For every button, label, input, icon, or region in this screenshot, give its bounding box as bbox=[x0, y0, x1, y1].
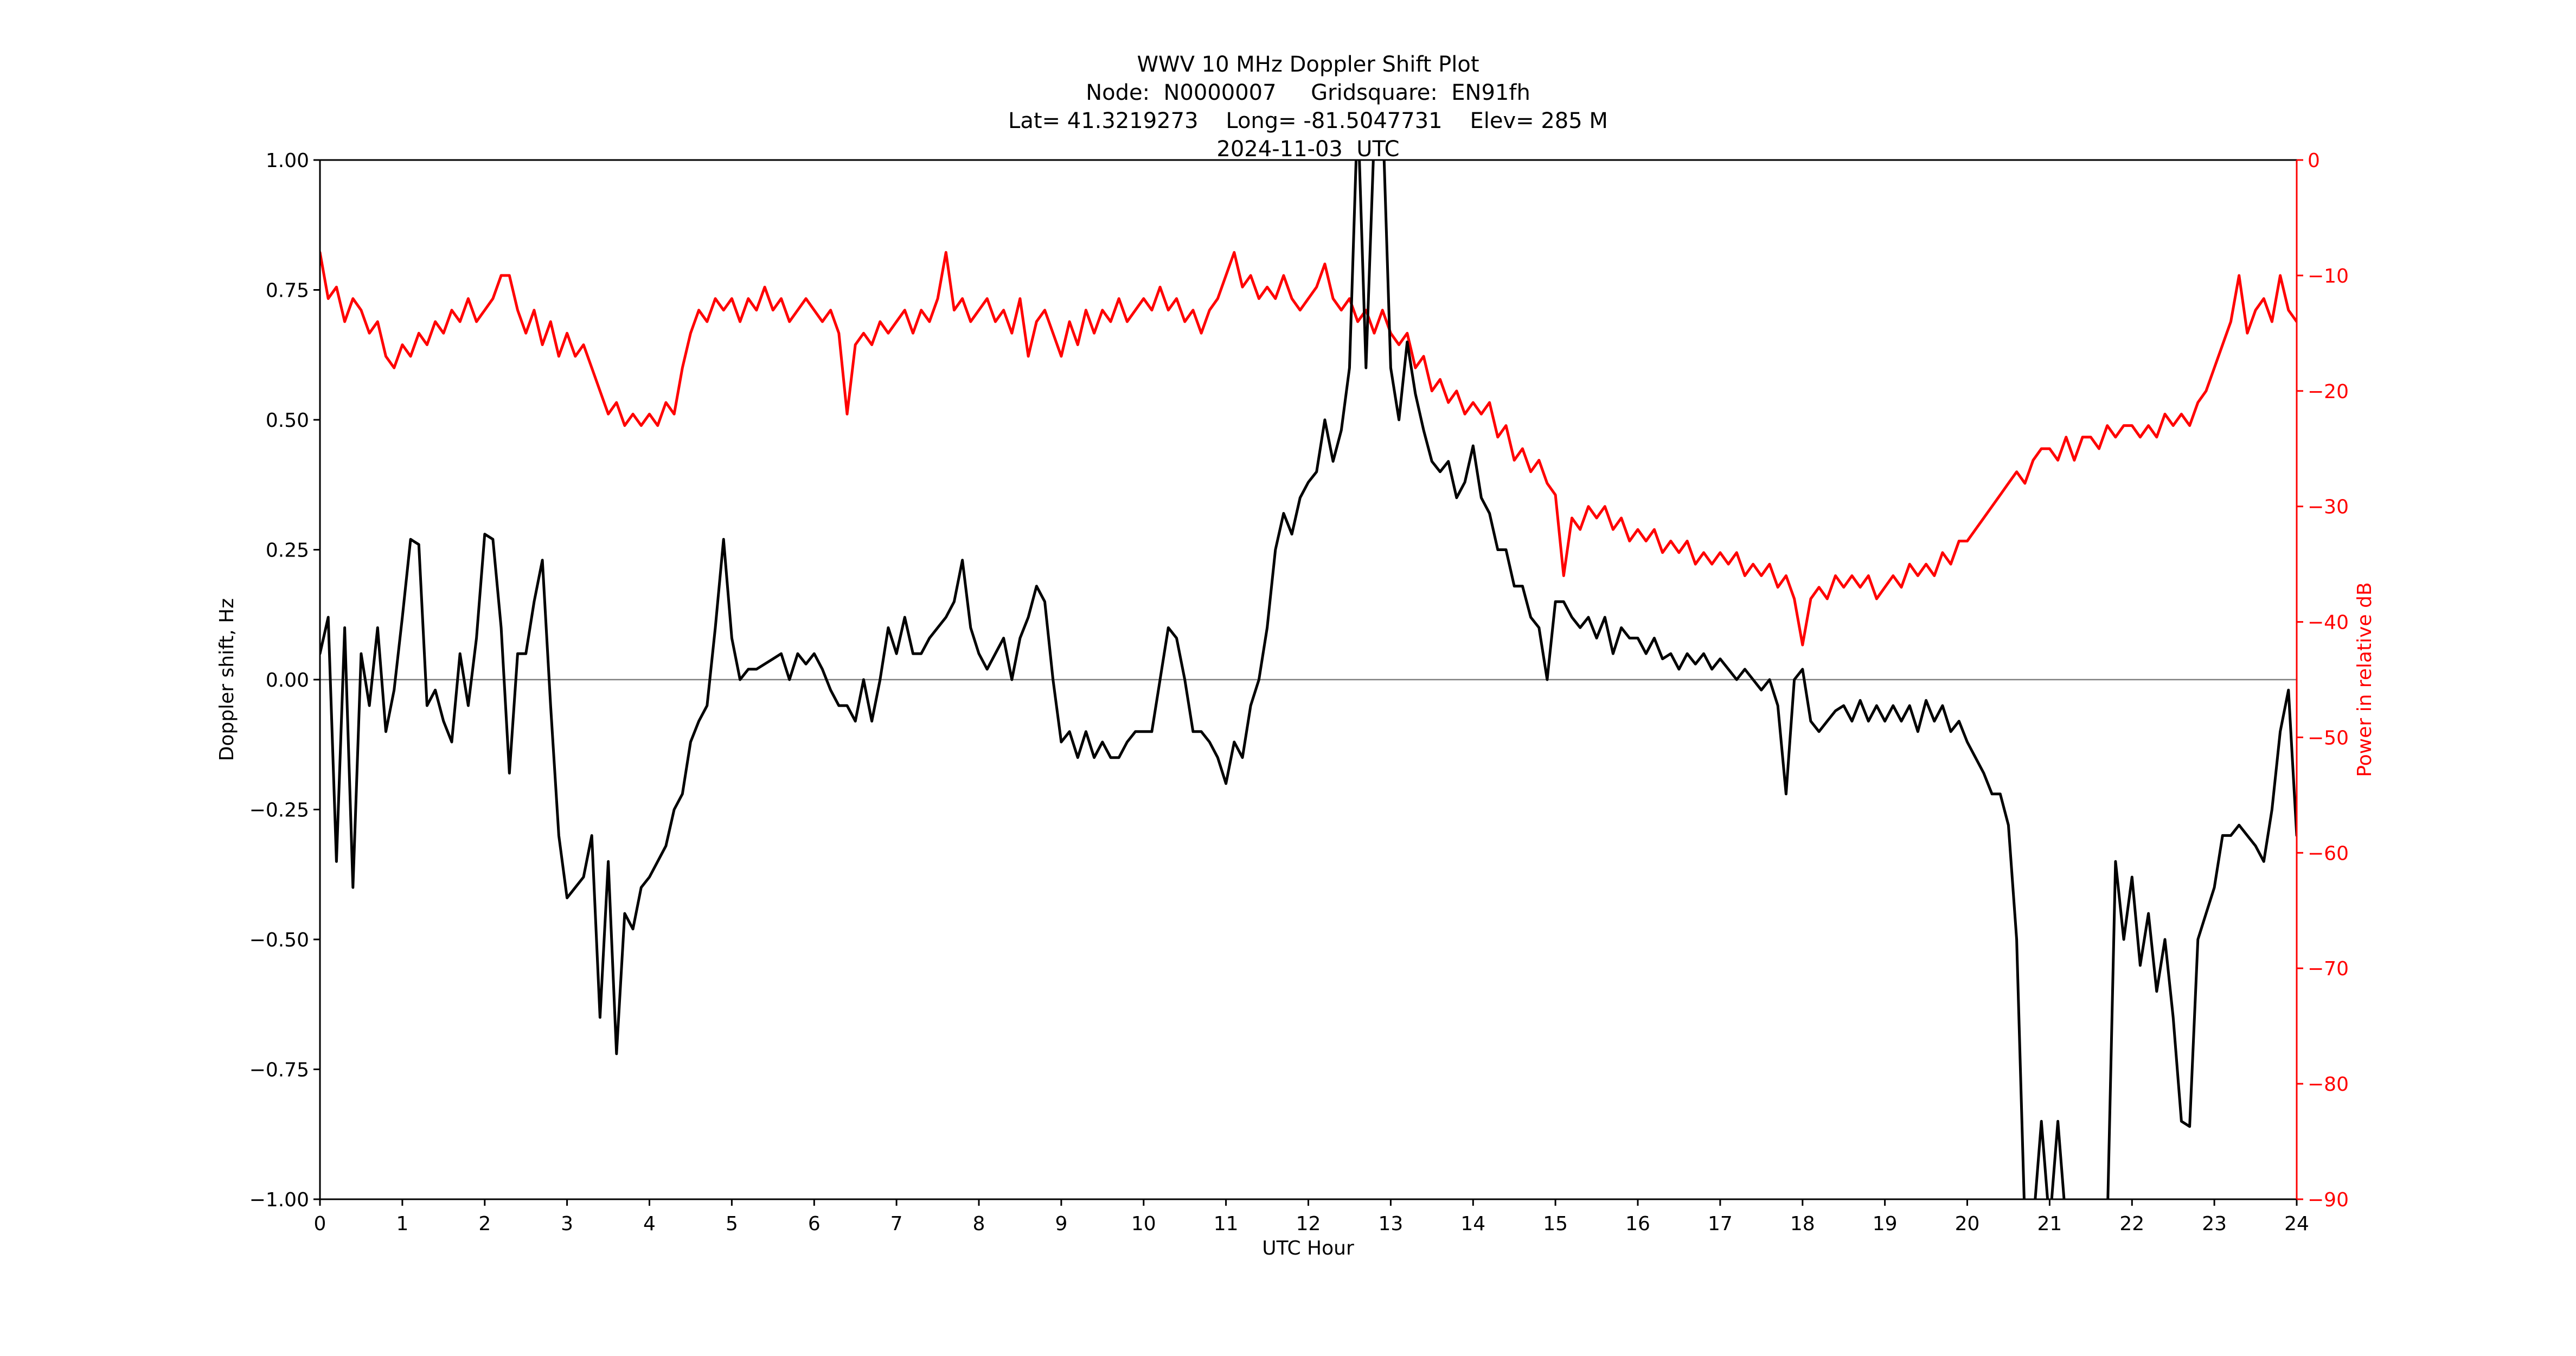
y-left-tick-label: 0.50 bbox=[266, 410, 309, 432]
x-tick-label: 5 bbox=[726, 1213, 738, 1235]
x-tick-label: 2 bbox=[478, 1213, 491, 1235]
x-axis-label: UTC Hour bbox=[1262, 1237, 1354, 1259]
x-tick-label: 23 bbox=[2202, 1213, 2227, 1235]
y-left-tick-label: 0.25 bbox=[266, 540, 309, 562]
y-right-tick-label: −80 bbox=[2308, 1073, 2349, 1096]
x-tick-label: 21 bbox=[2037, 1213, 2062, 1235]
y-right-tick-label: −30 bbox=[2308, 496, 2349, 519]
x-tick-label: 20 bbox=[1955, 1213, 1980, 1235]
x-tick-label: 24 bbox=[2284, 1213, 2309, 1235]
x-tick-label: 15 bbox=[1543, 1213, 1568, 1235]
x-tick-label: 6 bbox=[808, 1213, 821, 1235]
x-tick-label: 10 bbox=[1131, 1213, 1156, 1235]
x-tick-label: 9 bbox=[1055, 1213, 1067, 1235]
y-left-tick-label: 0.00 bbox=[266, 669, 309, 692]
x-tick-label: 1 bbox=[396, 1213, 408, 1235]
x-tick-label: 4 bbox=[643, 1213, 656, 1235]
x-tick-label: 18 bbox=[1790, 1213, 1815, 1235]
y-right-tick-label: −50 bbox=[2308, 727, 2349, 749]
x-tick-label: 8 bbox=[973, 1213, 985, 1235]
doppler-series-line bbox=[320, 160, 2297, 1199]
plot-title: WWV 10 MHz Doppler Shift Plot bbox=[1137, 52, 1479, 77]
series-lines bbox=[320, 160, 2297, 1199]
x-tick-label: 11 bbox=[1214, 1213, 1239, 1235]
x-tick-label: 22 bbox=[2119, 1213, 2144, 1235]
y-left-tick-label: −0.25 bbox=[249, 799, 309, 822]
y-right-tick-label: 0 bbox=[2308, 150, 2320, 172]
x-tick-label: 0 bbox=[314, 1213, 326, 1235]
x-axis-ticks: 0 1 2 3 4 5 6 7 8 9 10 11 12 13 14 15 16 17 18 19 20 21 22 23 24 bbox=[314, 1199, 2309, 1235]
lat-long-elev-line: Lat= 41.3219273 Long= -81.5047731 Elev= … bbox=[1008, 108, 1608, 133]
y-right-tick-label: −20 bbox=[2308, 381, 2349, 403]
y-left-tick-label: 0.75 bbox=[266, 280, 309, 302]
y-right-tick-label: −10 bbox=[2308, 265, 2349, 287]
x-tick-label: 7 bbox=[890, 1213, 903, 1235]
y-left-tick-label: −1.00 bbox=[249, 1189, 309, 1211]
y-left-tick-label: 1.00 bbox=[266, 150, 309, 172]
y-right-axis-ticks: 0 −10 −20 −30 −40 −50 −60 −70 −80 −90 bbox=[2297, 150, 2349, 1211]
x-tick-label: 3 bbox=[561, 1213, 573, 1235]
node-gridsquare-line: Node: N0000007 Gridsquare: EN91fh bbox=[1086, 80, 1530, 105]
y-right-tick-label: −40 bbox=[2308, 612, 2349, 634]
title-block: WWV 10 MHz Doppler Shift Plot Node: N000… bbox=[1008, 52, 1608, 162]
y-left-tick-label: −0.50 bbox=[249, 929, 309, 951]
y-left-axis-ticks: 1.00 0.75 0.50 0.25 0.00 −0.25 −0.50 −0.75 −1.00 bbox=[249, 150, 320, 1211]
y-right-tick-label: −70 bbox=[2308, 958, 2349, 980]
date-utc-line: 2024-11-03 UTC bbox=[1216, 137, 1399, 162]
y-right-tick-label: −90 bbox=[2308, 1189, 2349, 1211]
power-series-line bbox=[320, 251, 2297, 647]
x-tick-label: 19 bbox=[1873, 1213, 1898, 1235]
x-tick-label: 16 bbox=[1625, 1213, 1650, 1235]
x-tick-label: 17 bbox=[1708, 1213, 1733, 1235]
y-right-axis-label: Power in relative dB bbox=[2354, 582, 2376, 777]
x-tick-label: 14 bbox=[1460, 1213, 1485, 1235]
x-tick-label: 13 bbox=[1378, 1213, 1403, 1235]
x-tick-label: 12 bbox=[1296, 1213, 1321, 1235]
y-left-axis-label: Doppler shift, Hz bbox=[216, 598, 238, 761]
y-left-tick-label: −0.75 bbox=[249, 1059, 309, 1082]
y-right-tick-label: −60 bbox=[2308, 842, 2349, 865]
